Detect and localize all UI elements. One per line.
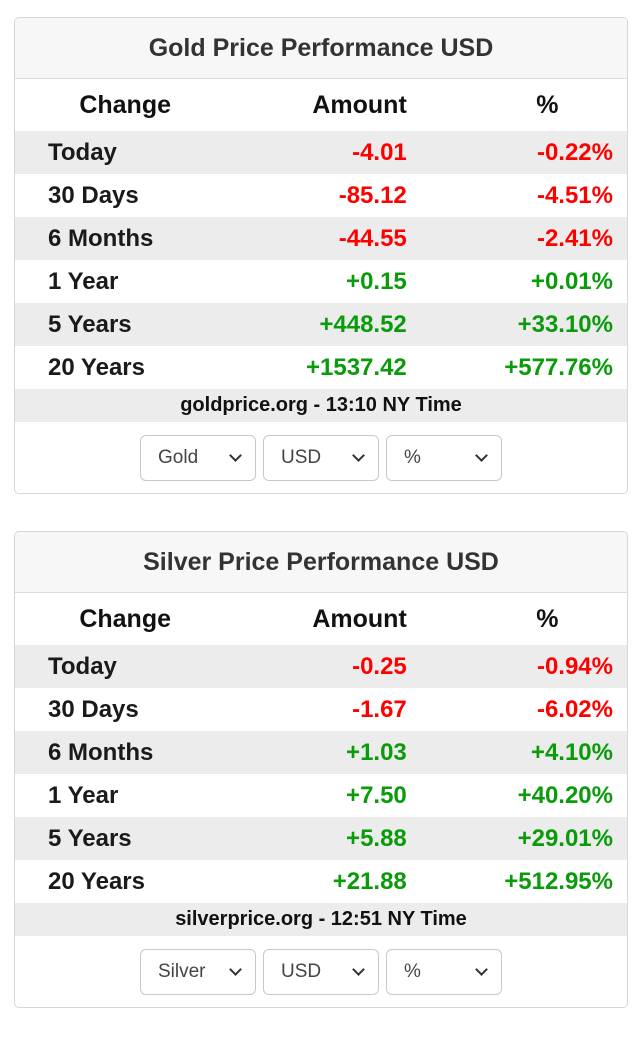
currency-select[interactable]: USD [263, 948, 379, 995]
percent-value: +29.01% [517, 824, 613, 852]
column-header-change: Change [15, 593, 236, 645]
page-title: Silver Price Performance USD [143, 547, 499, 576]
metal-select-value: Gold [158, 446, 199, 468]
chevron-down-icon [475, 448, 488, 462]
source-time-bar: silverprice.org - 12:51 NY Time [15, 903, 627, 936]
percent-value: -2.41% [536, 224, 613, 252]
gold-performance-table: Change Amount % Today -4.01 -0.22% 30 Da… [15, 79, 627, 389]
amount-value: +448.52 [319, 310, 407, 338]
period-label: 30 Days [48, 695, 139, 723]
gold-performance-card: Gold Price Performance USD Change Amount… [14, 17, 628, 494]
table-row: 5 Years +5.88 +29.01% [15, 817, 627, 860]
table-row: 30 Days -1.67 -6.02% [15, 688, 627, 731]
percent-value: -4.51% [536, 181, 613, 209]
gold-card-header: Gold Price Performance USD [15, 18, 627, 79]
silver-performance-card: Silver Price Performance USD Change Amou… [14, 531, 628, 1008]
column-header-amount: Amount [235, 79, 413, 131]
table-row: 1 Year +7.50 +40.20% [15, 774, 627, 817]
source-time-text: silverprice.org - 12:51 NY Time [175, 908, 467, 930]
metal-select[interactable]: Silver [140, 948, 256, 995]
percent-value: +0.01% [530, 267, 613, 295]
currency-select[interactable]: USD [263, 434, 379, 481]
period-label: 30 Days [48, 181, 139, 209]
percent-value: -0.22% [536, 138, 613, 166]
table-row: 5 Years +448.52 +33.10% [15, 303, 627, 346]
amount-value: +21.88 [332, 867, 407, 895]
amount-value: -1.67 [352, 695, 407, 723]
table-row: 6 Months -44.55 -2.41% [15, 217, 627, 260]
column-header-percent: % [412, 593, 627, 645]
amount-value: +7.50 [346, 781, 407, 809]
table-row: 6 Months +1.03 +4.10% [15, 731, 627, 774]
amount-value: -0.25 [352, 652, 407, 680]
column-header-amount: Amount [235, 593, 413, 645]
period-label: 1 Year [48, 267, 119, 295]
metal-select-value: Silver [158, 960, 206, 982]
silver-card-controls: Silver USD % [15, 936, 627, 1007]
period-label: Today [48, 652, 117, 680]
silver-card-header: Silver Price Performance USD [15, 532, 627, 593]
amount-value: +1.03 [346, 738, 407, 766]
period-label: 20 Years [48, 353, 145, 381]
unit-select[interactable]: % [386, 434, 502, 481]
chevron-down-icon [475, 962, 488, 976]
table-row: Today -4.01 -0.22% [15, 131, 627, 174]
percent-value: +577.76% [504, 353, 613, 381]
percent-value: +4.10% [530, 738, 613, 766]
source-time-bar: goldprice.org - 13:10 NY Time [15, 389, 627, 422]
column-header-change: Change [15, 79, 236, 131]
table-row: 20 Years +1537.42 +577.76% [15, 346, 627, 389]
percent-value: +512.95% [504, 867, 613, 895]
amount-value: +5.88 [346, 824, 407, 852]
period-label: 6 Months [48, 224, 154, 252]
gold-card-controls: Gold USD % [15, 422, 627, 493]
amount-value: -85.12 [338, 181, 407, 209]
percent-value: +40.20% [517, 781, 613, 809]
period-label: 6 Months [48, 738, 154, 766]
unit-select-value: % [404, 960, 421, 982]
table-row: 30 Days -85.12 -4.51% [15, 174, 627, 217]
unit-select-value: % [404, 446, 421, 468]
column-header-percent: % [412, 79, 627, 131]
chevron-down-icon [229, 962, 242, 976]
amount-value: -44.55 [338, 224, 407, 252]
page-title: Gold Price Performance USD [148, 33, 494, 62]
table-row: 1 Year +0.15 +0.01% [15, 260, 627, 303]
metal-select[interactable]: Gold [140, 434, 256, 481]
amount-value: +0.15 [346, 267, 407, 295]
period-label: 1 Year [48, 781, 119, 809]
percent-value: -0.94% [536, 652, 613, 680]
percent-value: +33.10% [517, 310, 613, 338]
chevron-down-icon [352, 962, 365, 976]
chevron-down-icon [229, 448, 242, 462]
amount-value: -4.01 [352, 138, 407, 166]
amount-value: +1537.42 [306, 353, 407, 381]
period-label: 5 Years [48, 824, 132, 852]
silver-performance-table: Change Amount % Today -0.25 -0.94% 30 Da… [15, 593, 627, 903]
period-label: 20 Years [48, 867, 145, 895]
table-header-row: Change Amount % [15, 79, 627, 131]
chevron-down-icon [352, 448, 365, 462]
currency-select-value: USD [281, 960, 322, 982]
period-label: Today [48, 138, 117, 166]
unit-select[interactable]: % [386, 948, 502, 995]
currency-select-value: USD [281, 446, 322, 468]
source-time-text: goldprice.org - 13:10 NY Time [180, 394, 462, 416]
period-label: 5 Years [48, 310, 132, 338]
table-row: 20 Years +21.88 +512.95% [15, 860, 627, 903]
percent-value: -6.02% [536, 695, 613, 723]
table-header-row: Change Amount % [15, 593, 627, 645]
table-row: Today -0.25 -0.94% [15, 645, 627, 688]
